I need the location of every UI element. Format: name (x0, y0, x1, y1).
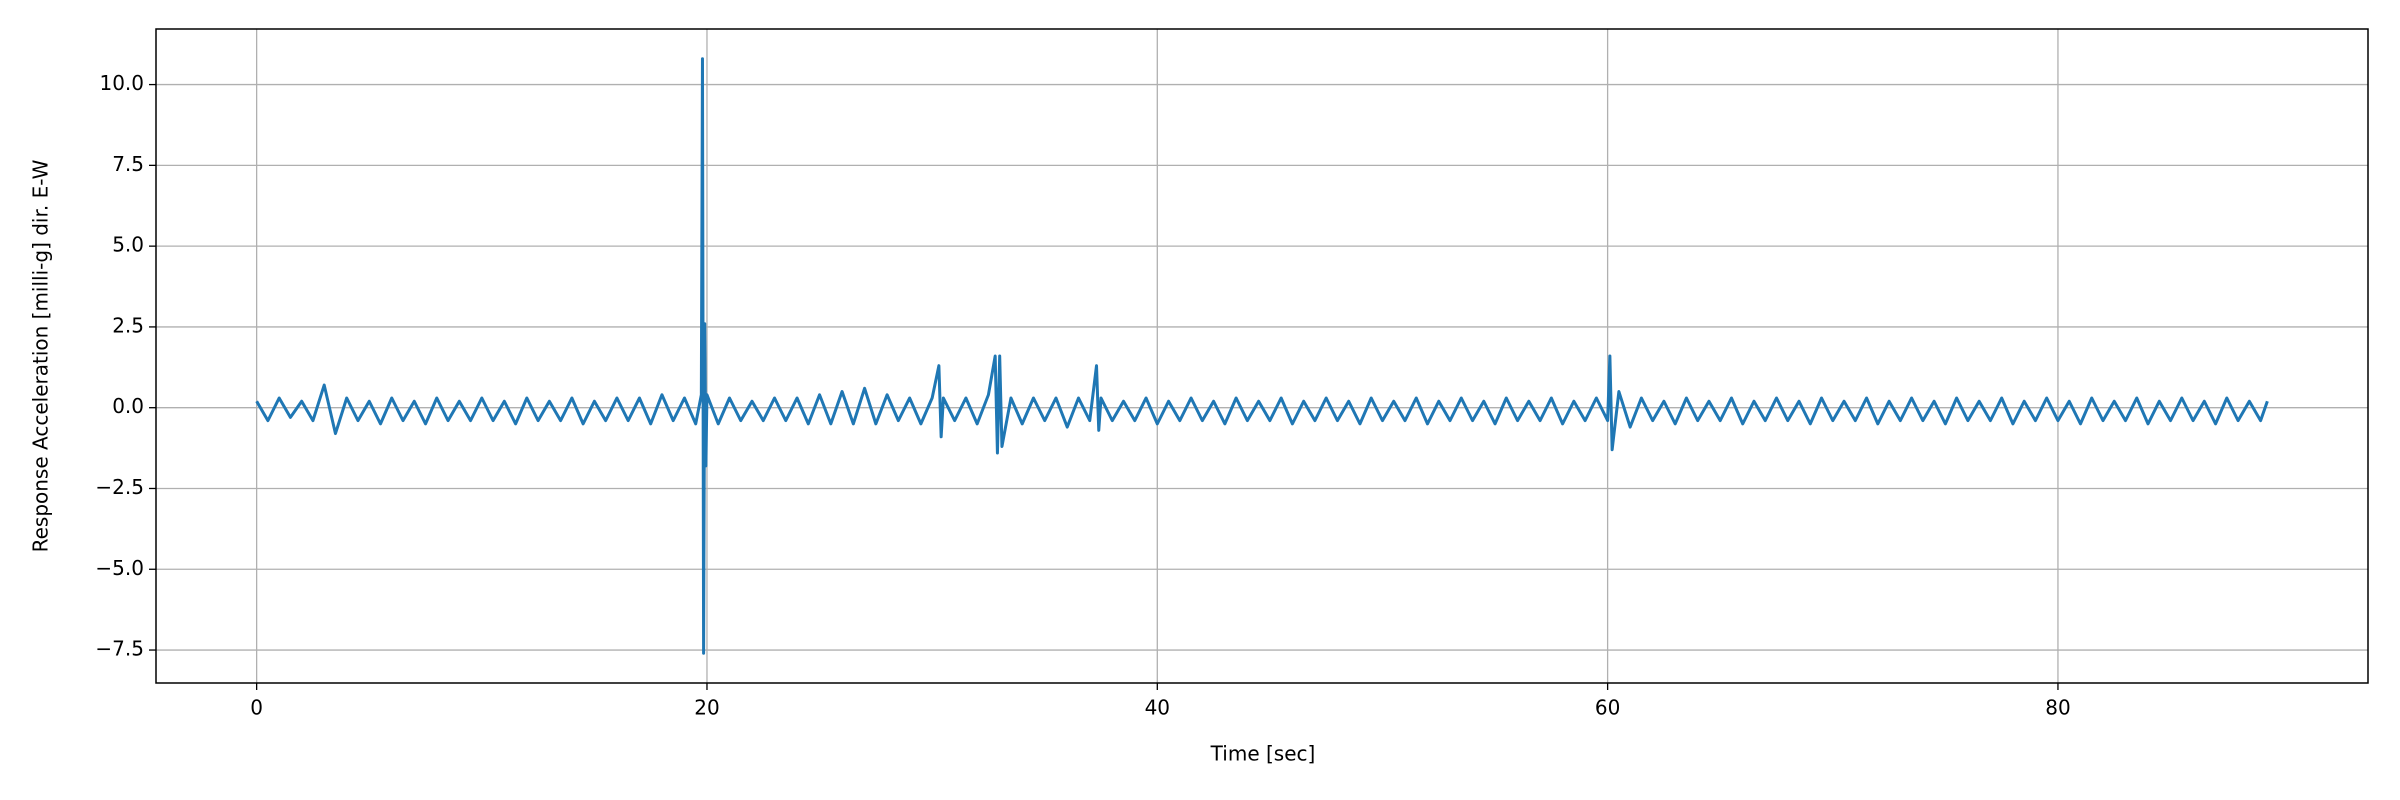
y-tick-label: −2.5 (95, 475, 144, 499)
y-tick-label: 10.0 (99, 71, 144, 95)
y-tick-label: −7.5 (95, 637, 144, 661)
y-tick-label: 7.5 (112, 152, 144, 176)
y-axis-label: Response Acceleration [milli-g] dir. E-W (29, 159, 53, 552)
x-tick-label: 0 (250, 696, 263, 720)
y-tick-label: 0.0 (112, 394, 144, 418)
x-axis-label: Time [sec] (1210, 742, 1316, 766)
x-tick-label: 80 (2045, 696, 2070, 720)
x-tick-label: 60 (1595, 696, 1620, 720)
axes-frame (155, 28, 2369, 684)
y-tick-label: 5.0 (112, 233, 144, 257)
x-tick-label: 40 (1145, 696, 1170, 720)
data-line (255, 57, 2269, 655)
y-tick-label: −5.0 (95, 556, 144, 580)
y-tick-label: 2.5 (112, 313, 144, 337)
x-tick-label: 20 (694, 696, 719, 720)
